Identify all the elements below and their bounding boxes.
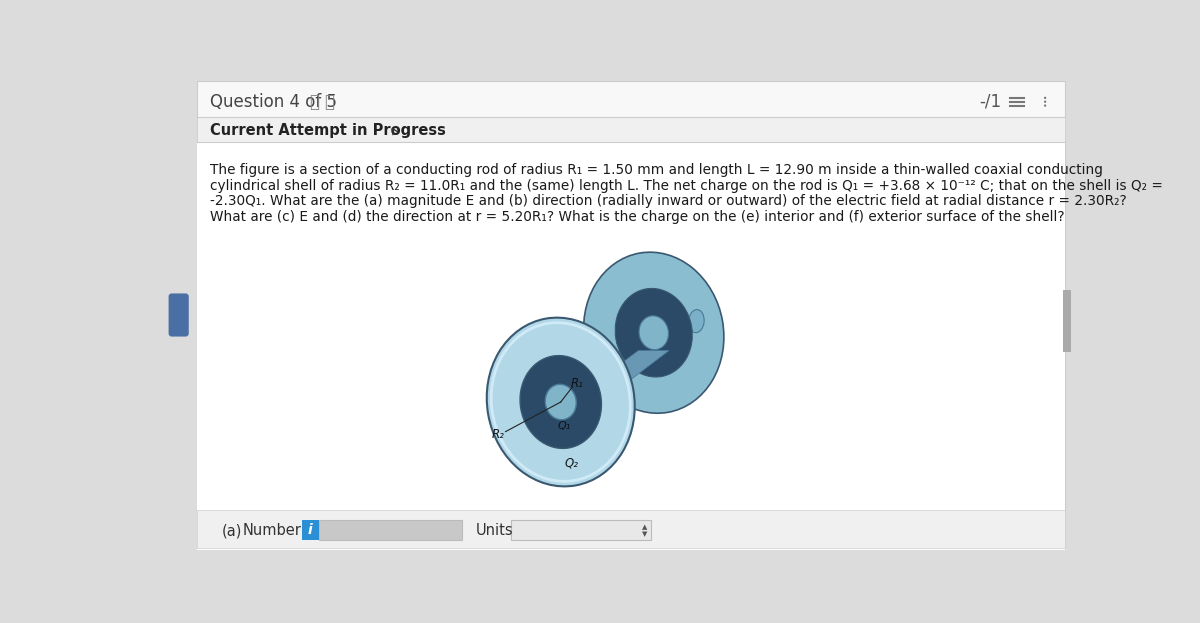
FancyBboxPatch shape [197,510,1064,548]
Text: -/1: -/1 [979,93,1001,111]
Text: R₁: R₁ [570,377,583,390]
Text: (a): (a) [222,523,242,538]
FancyBboxPatch shape [197,142,1064,550]
FancyBboxPatch shape [197,117,1064,142]
Ellipse shape [682,300,712,342]
Ellipse shape [1044,100,1046,103]
Text: Number: Number [242,523,302,538]
Text: Question 4 of 5: Question 4 of 5 [210,93,337,111]
Ellipse shape [616,288,692,377]
Text: Units: Units [475,523,514,538]
FancyBboxPatch shape [511,520,650,540]
FancyBboxPatch shape [1063,290,1070,352]
Text: cylindrical shell of radius R₂ = 11.0R₁ and the (same) length L. The net charge : cylindrical shell of radius R₂ = 11.0R₁ … [210,179,1163,193]
Text: 〉: 〉 [324,93,335,111]
FancyBboxPatch shape [168,293,188,336]
Polygon shape [545,351,670,421]
Ellipse shape [689,310,704,333]
Ellipse shape [520,356,601,449]
Text: -2.30Q₁. What are the (a) magnitude E and (b) direction (radially inward or outw: -2.30Q₁. What are the (a) magnitude E an… [210,194,1127,208]
Polygon shape [594,268,685,394]
Text: Q₂: Q₂ [565,457,578,470]
Polygon shape [545,288,685,363]
Ellipse shape [640,316,668,350]
Text: ▲: ▲ [642,525,647,531]
Text: ▼: ▼ [642,531,647,536]
Ellipse shape [583,252,724,413]
Text: Current Attempt in Progress: Current Attempt in Progress [210,123,446,138]
FancyBboxPatch shape [319,520,462,540]
Ellipse shape [487,318,635,487]
Text: i: i [308,523,313,537]
Text: The figure is a section of a conducting rod of radius R₁ = 1.50 mm and length L : The figure is a section of a conducting … [210,163,1103,178]
Text: What are (c) E and (d) the direction at r = 5.20R₁? What is the charge on the (e: What are (c) E and (d) the direction at … [210,209,1066,224]
Ellipse shape [1044,105,1046,107]
FancyBboxPatch shape [197,81,1064,548]
FancyBboxPatch shape [150,75,1080,554]
Text: 〈: 〈 [308,93,319,111]
FancyBboxPatch shape [302,520,319,540]
Text: Q₁: Q₁ [558,421,571,430]
Polygon shape [528,369,685,440]
Ellipse shape [1044,97,1046,99]
Ellipse shape [545,384,576,420]
Text: R₂: R₂ [492,428,505,440]
